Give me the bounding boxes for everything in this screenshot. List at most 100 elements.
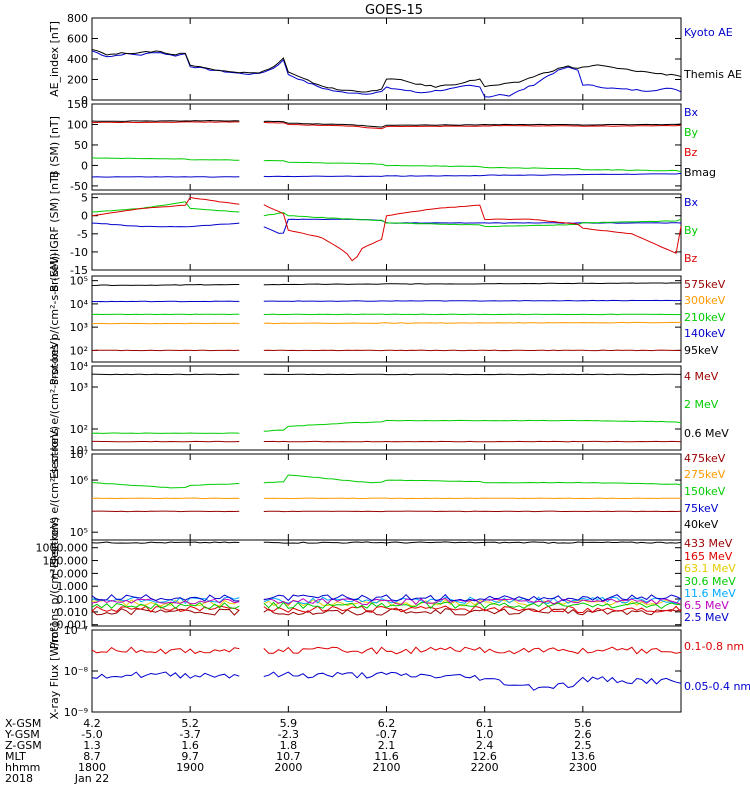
y-tick-label: 0 [81, 159, 88, 172]
y-tick-label: 100.000 [43, 555, 89, 568]
y-tick-label: 10⁶ [70, 474, 89, 487]
series-line-6-5-mev [91, 597, 682, 606]
legend-entry: 95keV [684, 344, 719, 357]
y-axis-label: B (SM) [nT] [48, 116, 61, 178]
series-line-bmag [91, 119, 682, 128]
y-tick-label: 10⁷ [70, 448, 88, 461]
x-table-value: 5.9 [280, 717, 298, 730]
legend-entry: Themis AE [683, 68, 742, 81]
legend-entry: 2.5 MeV [684, 611, 729, 624]
legend-entry: 40keV [684, 518, 719, 531]
y-tick-label: 10⁻⁷ [64, 624, 88, 637]
series-line-0-1-0-8-nm [91, 646, 682, 655]
series-line-bz [91, 196, 682, 262]
series-line-165-mev [91, 605, 682, 613]
x-table-value: 2.5 [574, 739, 592, 752]
legend-entry: 75keV [684, 502, 719, 515]
legend-entry: Bmag [684, 166, 716, 179]
legend-entry: 6.5 MeV [684, 599, 729, 612]
x-table-value: 4.2 [83, 717, 101, 730]
legend-entry: 165 MeV [684, 550, 733, 563]
legend-entry: By [684, 126, 699, 139]
x-table-value: 5.6 [574, 717, 592, 730]
x-table-value: 11.6 [374, 750, 399, 763]
y-axis-label: Electrons e/(cm²-s-sr-keV) [48, 426, 61, 568]
legend-entry: 575keV [684, 278, 726, 291]
series-line-140kev [91, 299, 682, 303]
y-tick-label: 150 [67, 98, 88, 111]
legend-entry: By [684, 224, 699, 237]
x-table-value: 5.2 [181, 717, 199, 730]
series-line-433-mev [91, 608, 682, 616]
y-tick-label: 10⁻⁸ [64, 665, 89, 678]
y-tick-label: 10⁴ [70, 360, 89, 373]
panel-frame [91, 275, 682, 363]
x-table-value: -3.7 [179, 728, 200, 741]
y-tick-label: 10.000 [50, 567, 89, 580]
y-tick-label: 600 [67, 33, 88, 46]
x-table-row-label: 2018 [5, 772, 33, 785]
x-table-value: 2.1 [378, 739, 396, 752]
x-table-value: 2000 [274, 761, 302, 774]
y-tick-label: 0 [81, 94, 88, 107]
legend-entry: 433 MeV [684, 537, 733, 550]
y-tick-label: 800 [67, 12, 88, 25]
series-line-bx [91, 218, 682, 234]
series-line-2-5-mev [91, 593, 682, 602]
x-table-value: -0.7 [376, 728, 397, 741]
series-line-0-6-mev [91, 373, 681, 376]
series-line-themis-ae [91, 49, 682, 93]
x-table-value: 10.7 [276, 750, 301, 763]
y-tick-label: -10 [70, 246, 88, 259]
y-tick-label: 10¹ [70, 444, 88, 457]
series-line-210kev [91, 313, 682, 316]
x-table-value: 12.6 [472, 750, 497, 763]
y-tick-label: 1000.000 [36, 542, 89, 555]
legend-entry: 0.05-0.4 nm [684, 680, 750, 693]
series-line-kyoto-ae [91, 50, 682, 98]
series-line-unlabelled [91, 541, 682, 544]
y-tick-label: 0.100 [57, 593, 89, 606]
y-tick-label: -5 [77, 228, 88, 241]
x-table-value: 2300 [569, 761, 597, 774]
x-table-value: 1900 [176, 761, 204, 774]
legend-entry: 30.6 MeV [684, 575, 736, 588]
legend-entry: Bx [684, 106, 699, 119]
x-table-value: -5.0 [81, 728, 102, 741]
x-table-value: 6.1 [476, 717, 494, 730]
x-table-value: 2100 [373, 761, 401, 774]
series-line-475kev [91, 510, 682, 513]
x-table-row-label: X-GSM [5, 717, 41, 730]
x-table-value: 13.6 [571, 750, 596, 763]
y-tick-label: 10² [70, 344, 88, 357]
legend-entry: Bz [684, 252, 698, 265]
y-tick-label: -50 [70, 180, 88, 193]
y-tick-label: 10⁴ [70, 298, 89, 311]
x-table-value: 2200 [471, 761, 499, 774]
y-tick-label: 10⁵ [70, 526, 88, 539]
series-line-575kev [91, 349, 682, 352]
y-tick-label: 0 [81, 210, 88, 223]
y-tick-label: 10⁻⁹ [64, 706, 88, 719]
x-table-value: 1800 [78, 761, 106, 774]
panel-frame [91, 17, 682, 101]
x-table-value: -2.3 [278, 728, 299, 741]
x-table-row-label: hhmm [5, 761, 40, 774]
x-table-value: 1.6 [181, 739, 199, 752]
x-table-value: 1.8 [280, 739, 298, 752]
y-axis-label: Electrons e/(cm²-s-sr-keV) [48, 337, 61, 479]
y-tick-label: 10² [70, 423, 88, 436]
y-axis-label: AE_index [nT] [48, 21, 61, 97]
series-line-bz [92, 121, 682, 130]
legend-entry: 4 MeV [684, 370, 719, 383]
panel-frame [91, 365, 682, 451]
y-tick-label: 50 [74, 139, 88, 152]
legend-entry: Bz [684, 146, 698, 159]
y-tick-label: 0.001 [57, 619, 89, 632]
x-table-value: 6.2 [378, 717, 396, 730]
legend-entry: 2 MeV [684, 398, 719, 411]
series-line-by [91, 157, 682, 173]
series-line-4-mev [92, 440, 682, 443]
y-axis-label: Protons p/(cm²-s-sr-keV) [48, 517, 61, 650]
x-table-value: 2.6 [574, 728, 592, 741]
